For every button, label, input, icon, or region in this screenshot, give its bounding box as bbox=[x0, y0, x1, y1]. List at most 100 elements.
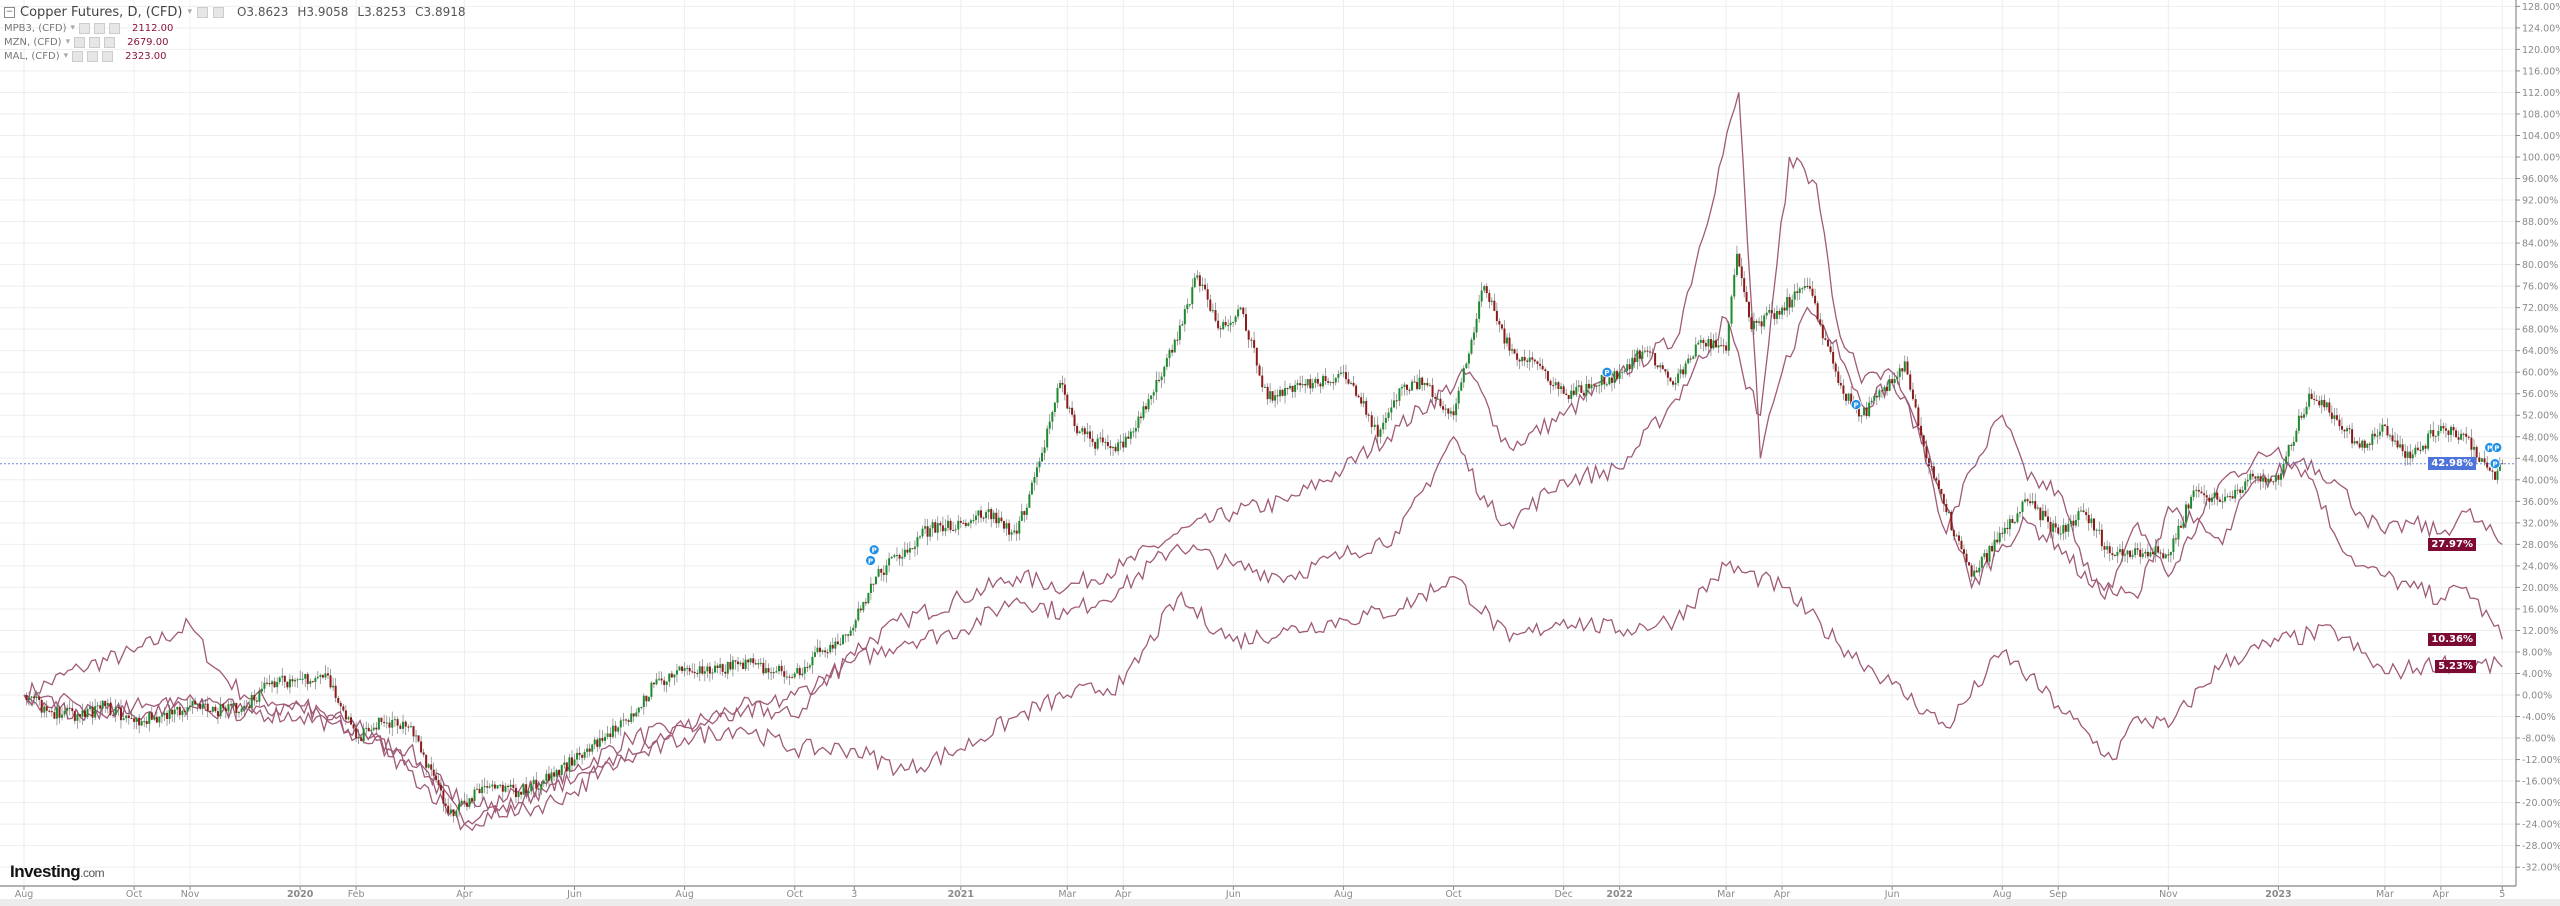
candle-up bbox=[2406, 451, 2409, 458]
dropdown-caret-icon[interactable]: ▾ bbox=[63, 50, 69, 61]
candle-up bbox=[1382, 422, 1385, 430]
candle-down bbox=[155, 716, 158, 723]
x-tick-label: Aug bbox=[1334, 889, 1353, 900]
candle-down bbox=[1319, 383, 1322, 387]
candle-up bbox=[1903, 361, 1906, 372]
candle-down bbox=[2363, 440, 2366, 448]
candle-down bbox=[145, 721, 148, 724]
candle-down bbox=[1061, 382, 1064, 385]
candle-down bbox=[1500, 324, 1503, 329]
legend-overlay[interactable]: MAL, (CFD) ▾ 2323.00 bbox=[4, 49, 465, 63]
candle-up bbox=[1643, 350, 1646, 352]
collapse-icon[interactable]: − bbox=[4, 7, 15, 18]
x-tick-label: Apr bbox=[456, 889, 473, 900]
candle-down bbox=[1122, 441, 1125, 448]
event-marker-icon[interactable] bbox=[2489, 458, 2501, 470]
candle-up bbox=[2141, 553, 2144, 557]
legend-overlay-name: MZN, (CFD) bbox=[4, 36, 62, 48]
candle-down bbox=[1376, 424, 1379, 437]
event-marker-label: P bbox=[1604, 369, 1609, 377]
candle-up bbox=[1988, 545, 1991, 562]
candle-up bbox=[2498, 463, 2501, 471]
candle-up bbox=[1163, 366, 1166, 377]
legend-overlay[interactable]: MPB3, (CFD) ▾ 2112.00 bbox=[4, 21, 465, 35]
event-marker-icon[interactable] bbox=[1850, 399, 1862, 410]
legend-overlay[interactable]: MZN, (CFD) ▾ 2679.00 bbox=[4, 35, 465, 49]
candle-down bbox=[2159, 552, 2162, 554]
candle-up bbox=[895, 555, 898, 557]
visibility-icon[interactable] bbox=[89, 36, 101, 48]
settings-icon[interactable] bbox=[74, 36, 86, 48]
candle-up bbox=[957, 520, 960, 530]
candle-down bbox=[2072, 520, 2075, 526]
visibility-icon[interactable] bbox=[87, 50, 99, 62]
investing-logo: Investing.com bbox=[10, 862, 105, 882]
candle-up bbox=[1005, 523, 1008, 529]
candle-up bbox=[655, 679, 658, 685]
event-marker-icon[interactable] bbox=[865, 555, 876, 566]
candle-up bbox=[135, 717, 138, 722]
legend-open: O3.8623 bbox=[236, 5, 289, 19]
candle-up bbox=[186, 707, 189, 712]
candle-down bbox=[1266, 386, 1269, 400]
candle-up bbox=[2016, 513, 2019, 523]
remove-icon[interactable] bbox=[109, 22, 121, 34]
candle-up bbox=[1418, 377, 1421, 390]
y-axis[interactable]: 128.00% 124.00% 120.00% 116.00% 112.00% 108.0… bbox=[2515, 0, 2560, 886]
candle-down bbox=[995, 512, 998, 524]
candle-up bbox=[1449, 411, 1452, 414]
candle-up bbox=[583, 752, 586, 758]
x-axis[interactable]: Aug Oct Nov 2020 Feb Apr Jun Aug Oct 3 2021 Mar Apr J… bbox=[0, 885, 2516, 900]
settings-icon[interactable] bbox=[79, 22, 91, 34]
candle-down bbox=[465, 802, 468, 807]
candle-down bbox=[1344, 372, 1347, 380]
candle-down bbox=[53, 712, 56, 719]
legend-main[interactable]: − Copper Futures, D, (CFD) ▾ O3.8623 H3.… bbox=[4, 4, 465, 21]
candle-down bbox=[248, 706, 251, 709]
candle-up bbox=[2434, 435, 2437, 437]
settings-icon[interactable] bbox=[72, 50, 84, 62]
candle-down bbox=[104, 700, 107, 706]
candle-down bbox=[1357, 395, 1360, 398]
candle-up bbox=[1888, 379, 1891, 391]
visibility-icon[interactable] bbox=[212, 7, 224, 18]
event-marker-icon[interactable] bbox=[1601, 366, 1613, 378]
remove-icon[interactable] bbox=[102, 50, 114, 62]
event-marker-icon[interactable] bbox=[868, 544, 880, 556]
candle-up bbox=[1193, 277, 1196, 288]
candle-down bbox=[1930, 466, 1933, 468]
dropdown-caret-icon[interactable]: ▾ bbox=[187, 7, 192, 17]
candle-down bbox=[1616, 371, 1619, 379]
candle-up bbox=[299, 678, 302, 680]
candle-down bbox=[91, 706, 94, 718]
candle-down bbox=[762, 662, 765, 674]
candle-down bbox=[1587, 383, 1590, 389]
visibility-icon[interactable] bbox=[94, 22, 106, 34]
candle-down bbox=[2200, 491, 2203, 494]
candle-down bbox=[1242, 307, 1245, 315]
y-tick-label: 60.00% bbox=[2522, 368, 2558, 379]
y-tick-label: 64.00% bbox=[2522, 346, 2558, 357]
candle-down bbox=[2197, 489, 2200, 492]
candle-down bbox=[2239, 489, 2242, 493]
candle-down bbox=[1743, 278, 1746, 293]
candle-up bbox=[2190, 496, 2193, 509]
candle-down bbox=[1008, 523, 1011, 535]
remove-icon[interactable] bbox=[104, 36, 116, 48]
candle-up bbox=[2246, 479, 2249, 482]
dropdown-caret-icon[interactable]: ▾ bbox=[70, 22, 76, 33]
candle-up bbox=[650, 682, 653, 697]
event-marker-icon[interactable] bbox=[2491, 442, 2503, 453]
candle-up bbox=[2244, 481, 2247, 490]
settings-icon[interactable] bbox=[196, 7, 208, 18]
candle-up bbox=[140, 721, 143, 726]
candle-up bbox=[2182, 522, 2185, 528]
dropdown-caret-icon[interactable]: ▾ bbox=[65, 36, 71, 47]
candle-up bbox=[1400, 387, 1403, 389]
candle-up bbox=[1765, 312, 1768, 316]
candle-down bbox=[1355, 385, 1358, 396]
candle-up bbox=[1186, 304, 1189, 310]
candle-up bbox=[2262, 477, 2265, 482]
